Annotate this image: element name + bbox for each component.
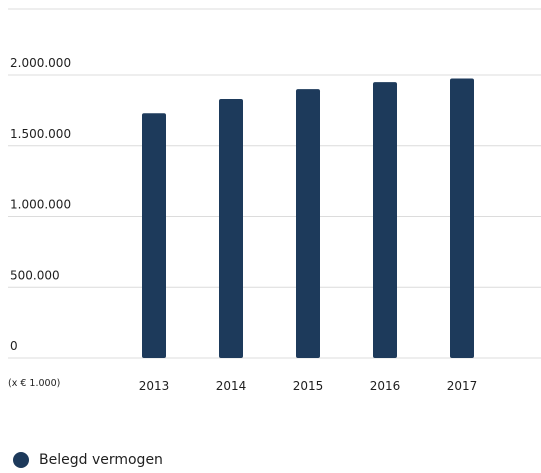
bar (142, 113, 166, 358)
x-tick-label: 2014 (216, 379, 247, 393)
y-axis-ticks: 0 500.000 1.000.000 1.500.000 2.000.000 (10, 56, 71, 353)
y-tick-label: 1.500.000 (10, 127, 71, 141)
x-tick-label: 2017 (447, 379, 478, 393)
bar (450, 79, 474, 358)
bar (296, 89, 320, 358)
legend-label: Belegd vermogen (39, 452, 163, 468)
bar (373, 82, 397, 358)
unit-label: (x € 1.000) (8, 378, 60, 389)
y-tick-label: 1.000.000 (10, 198, 71, 212)
legend: Belegd vermogen (13, 452, 163, 468)
bar (219, 99, 243, 358)
legend-swatch (13, 452, 29, 468)
x-tick-label: 2016 (370, 379, 401, 393)
y-tick-label: 0 (10, 339, 18, 353)
y-tick-label: 2.000.000 (10, 56, 71, 70)
bars (142, 79, 474, 358)
x-tick-label: 2015 (293, 379, 324, 393)
x-tick-label: 2013 (139, 379, 170, 393)
y-tick-label: 500.000 (10, 268, 60, 282)
bar-chart: 0 500.000 1.000.000 1.500.000 2.000.000 2013… (0, 0, 541, 445)
x-axis-ticks: 2013 2014 2015 2016 2017 (139, 379, 478, 393)
